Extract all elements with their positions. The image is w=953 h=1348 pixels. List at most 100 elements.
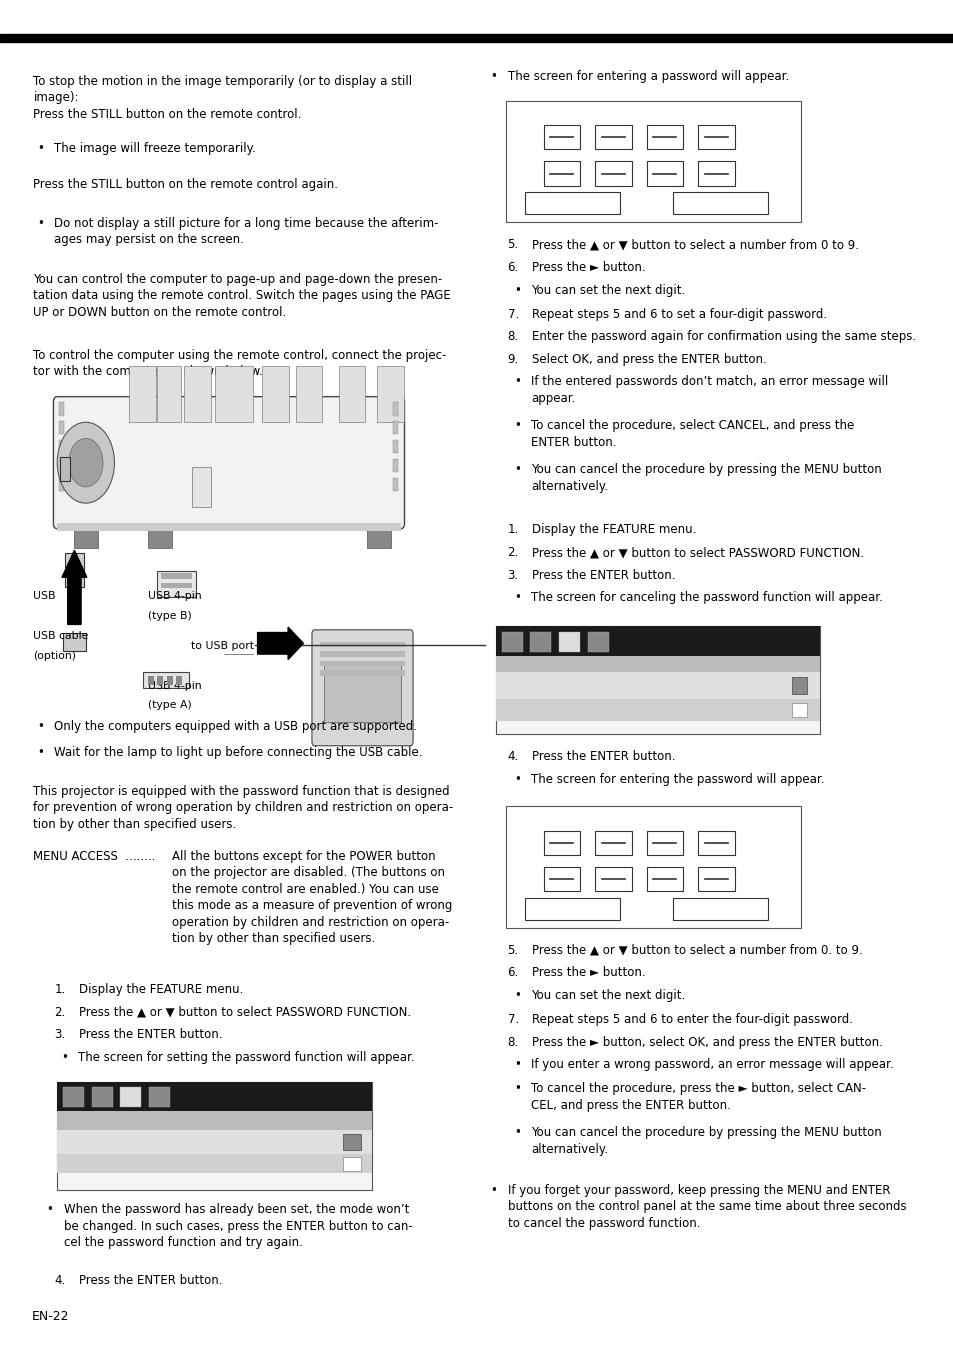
Bar [167,675,172,685]
Bar [646,125,682,150]
Text: Press the ► button.: Press the ► button. [532,967,645,980]
Bar [319,651,405,656]
Bar [148,675,153,685]
Text: •: • [37,217,44,229]
Text: You can cancel the procedure by pressing the MENU button
alternatively.: You can cancel the procedure by pressing… [531,1127,882,1155]
Bar [184,365,211,422]
Bar [161,582,192,588]
Text: EN-22: EN-22 [31,1310,69,1322]
Text: USB cable: USB cable [33,631,89,640]
Bar [524,193,619,214]
Text: All the buttons except for the POWER button
on the projector are disabled. (The : All the buttons except for the POWER but… [172,849,452,945]
Text: Enter the password again for confirmation using the same steps.: Enter the password again for confirmatio… [532,330,916,344]
Bar [338,365,365,422]
FancyArrow shape [257,627,303,659]
Text: You can cancel the procedure by pressing the MENU button
alternatively.: You can cancel the procedure by pressing… [531,464,882,493]
Bar [157,675,163,685]
Bar [0,34,953,42]
Text: 4.: 4. [507,751,518,763]
Text: •: • [514,1127,520,1139]
Bar [595,162,631,186]
Text: Repeat steps 5 and 6 to set a four-digit password.: Repeat steps 5 and 6 to set a four-digit… [532,307,826,321]
Bar [176,675,182,685]
Bar [698,125,734,150]
Text: •: • [37,745,44,759]
Bar [496,673,820,700]
Text: 5.: 5. [507,944,518,957]
Text: You can set the next digit.: You can set the next digit. [531,989,685,1002]
Text: Wait for the lamp to light up before connecting the USB cable.: Wait for the lamp to light up before con… [54,745,422,759]
Text: 8.: 8. [507,330,518,344]
Bar [543,125,579,150]
Bar [672,193,767,214]
Text: 3.: 3. [507,569,518,582]
Bar [192,466,211,507]
Bar [149,1086,170,1107]
Text: •: • [514,989,520,1002]
Text: 1.: 1. [507,523,518,537]
Text: •: • [37,142,44,155]
Text: •: • [514,772,520,786]
Text: If you forget your password, keep pressing the MENU and ENTER
buttons on the con: If you forget your password, keep pressi… [507,1184,905,1229]
Text: •: • [514,1058,520,1072]
Bar [59,402,64,415]
Bar [496,627,820,656]
Bar [698,830,734,855]
Bar [59,421,64,434]
Bar [262,365,289,422]
Bar [505,101,801,222]
Text: The screen for canceling the password function will appear.: The screen for canceling the password fu… [531,592,882,604]
Bar [558,632,579,652]
FancyBboxPatch shape [53,396,404,528]
Bar [393,439,397,453]
Text: •: • [490,1184,497,1197]
Bar [791,678,806,694]
Text: When the password has already been set, the mode won’t
be changed. In such cases: When the password has already been set, … [64,1202,413,1250]
Text: USB 4-pin: USB 4-pin [148,681,201,690]
Bar [543,162,579,186]
Bar [646,867,682,891]
Bar [91,1086,112,1107]
Text: USB: USB [33,590,56,601]
Bar [74,523,98,547]
Text: Press the ENTER button.: Press the ENTER button. [532,751,675,763]
Bar [57,1130,372,1154]
Text: •: • [514,419,520,433]
Bar [57,1081,372,1189]
Bar [530,632,551,652]
Text: •: • [37,720,44,733]
Text: To cancel the procedure, press the ► button, select CAN-
CEL, and press the ENTE: To cancel the procedure, press the ► but… [531,1082,865,1112]
Text: 7.: 7. [507,1014,518,1026]
Bar [393,458,397,472]
Text: Press the STILL button on the remote control again.: Press the STILL button on the remote con… [33,178,338,190]
Bar [65,553,84,586]
Text: The image will freeze temporarily.: The image will freeze temporarily. [54,142,255,155]
Bar [63,1086,84,1107]
Text: This projector is equipped with the password function that is designed
for preve: This projector is equipped with the pass… [33,785,454,830]
Bar [120,1086,141,1107]
Bar [319,661,405,666]
Bar [63,632,86,651]
Text: You can control the computer to page-up and page-down the presen-
tation data us: You can control the computer to page-up … [33,272,451,318]
Text: Press the ► button.: Press the ► button. [532,262,645,274]
Bar [595,830,631,855]
Text: Do not display a still picture for a long time because the afterim-
ages may per: Do not display a still picture for a lon… [54,217,438,247]
Text: You can set the next digit.: You can set the next digit. [531,283,685,297]
Bar [143,671,189,687]
Text: To control the computer using the remote control, connect the projec-
tor with t: To control the computer using the remote… [33,349,446,379]
Bar [324,662,400,721]
Bar [672,898,767,919]
Bar [393,421,397,434]
Text: 2.: 2. [507,546,518,559]
Text: Repeat steps 5 and 6 to enter the four-digit password.: Repeat steps 5 and 6 to enter the four-d… [532,1014,852,1026]
Text: If you enter a wrong password, an error message will appear.: If you enter a wrong password, an error … [531,1058,893,1072]
Bar [161,573,192,578]
Bar [595,125,631,150]
Text: Press the ▲ or ▼ button to select a number from 0. to 9.: Press the ▲ or ▼ button to select a numb… [532,944,862,957]
Text: Press the ► button, select OK, and press the ENTER button.: Press the ► button, select OK, and press… [532,1035,882,1049]
Text: to USB port: to USB port [191,640,253,651]
Text: Display the FEATURE menu.: Display the FEATURE menu. [532,523,696,537]
Bar [343,1157,360,1170]
Bar [698,867,734,891]
Text: •: • [47,1202,53,1216]
